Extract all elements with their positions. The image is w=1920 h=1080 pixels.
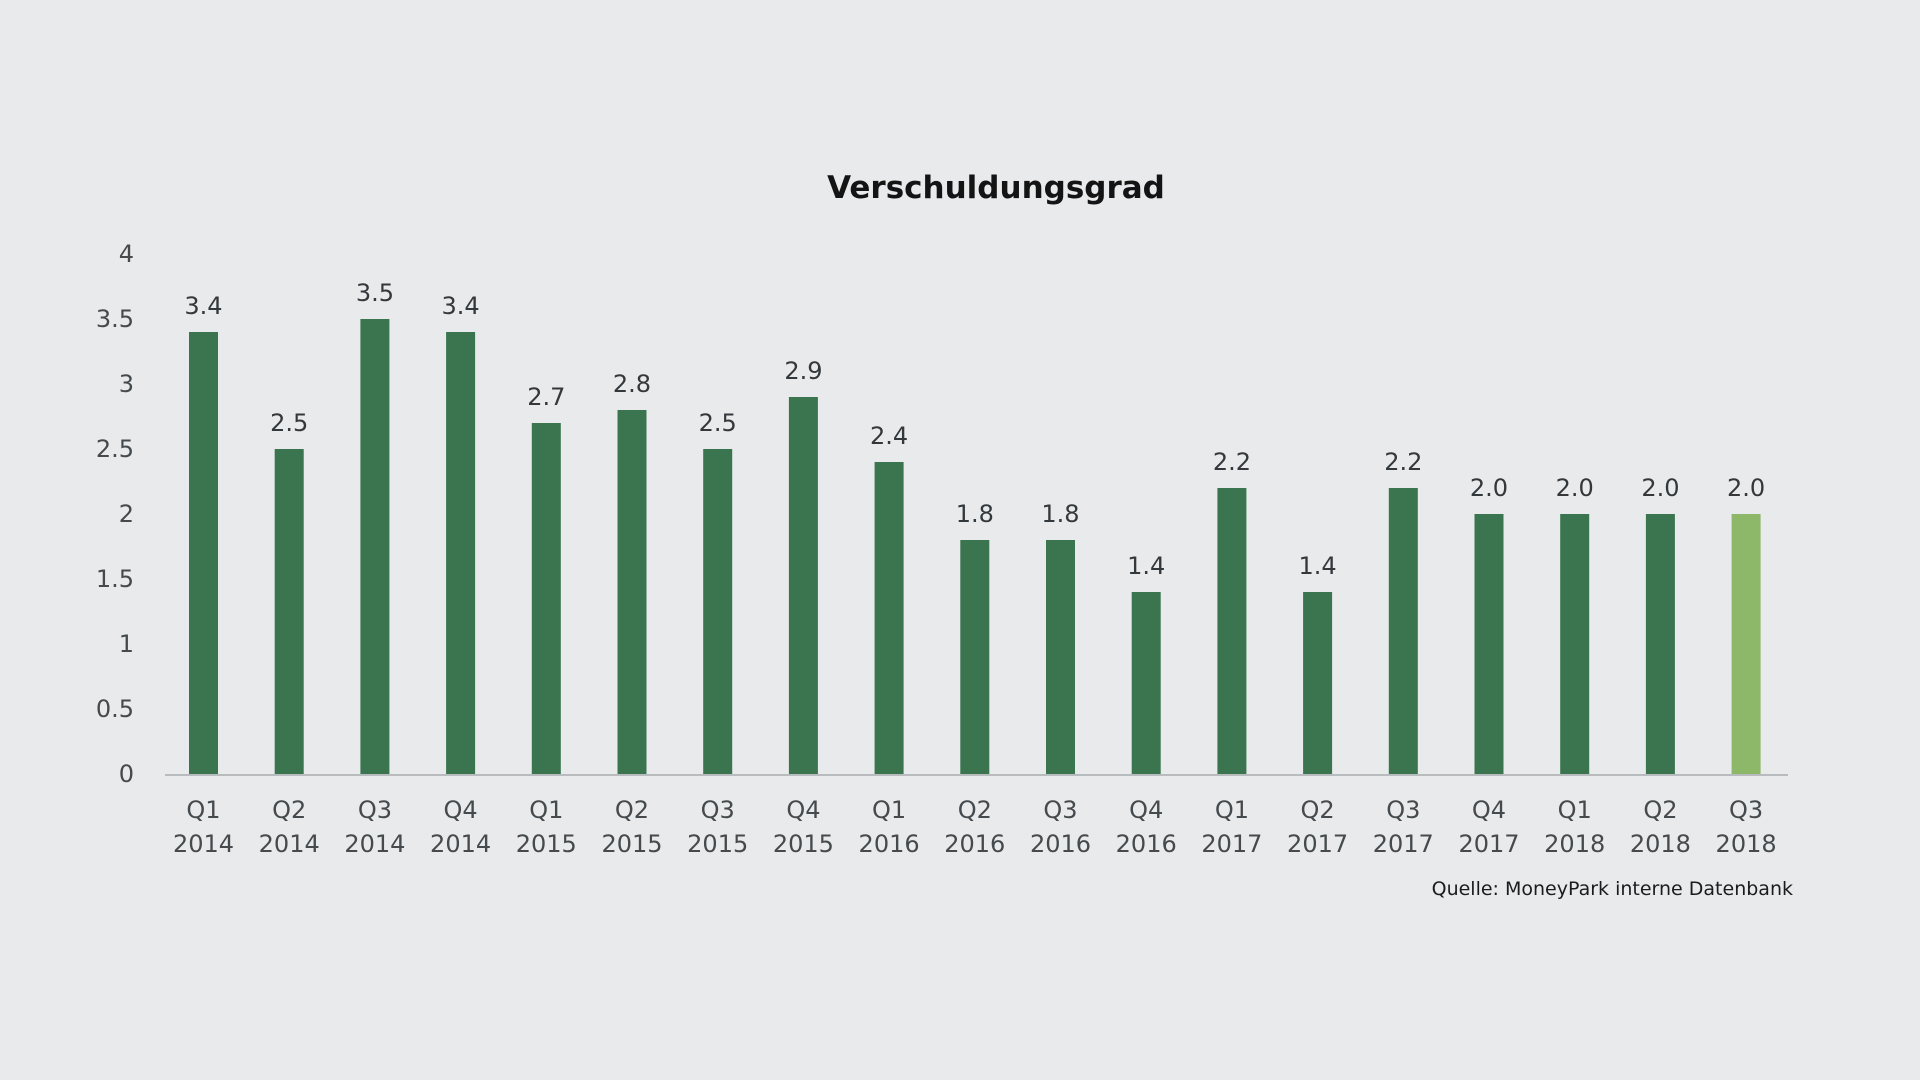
y-tick-label: 0.5 [96,695,134,723]
y-tick-label: 1 [119,630,134,658]
bar [960,540,990,774]
bar [788,397,818,774]
y-tick-label: 3.5 [96,305,134,333]
x-tick-year: 2017 [1373,830,1434,858]
bar [1131,592,1161,774]
x-tick-year: 2017 [1201,830,1262,858]
data-label: 2.5 [270,409,308,437]
bar [703,449,733,774]
data-label: 2.0 [1727,474,1765,502]
x-tick-year: 2017 [1458,830,1519,858]
x-tick-quarter: Q4 [1472,796,1506,824]
bar [189,332,218,774]
bars [189,319,1761,774]
data-label: 3.5 [356,279,394,307]
x-tick-year: 2016 [944,830,1005,858]
source-note: Quelle: MoneyPark interne Datenbank [1432,878,1793,900]
x-tick-quarter: Q1 [529,796,563,824]
bar [274,449,304,774]
y-tick-label: 1.5 [96,565,134,593]
bar [874,462,904,774]
data-label: 2.5 [699,409,737,437]
x-tick-year: 2015 [516,830,577,858]
x-tick-year: 2016 [1116,830,1177,858]
bar [1303,592,1333,774]
x-tick-quarter: Q4 [786,796,820,824]
bar [1474,514,1504,774]
x-tick-quarter: Q3 [1043,796,1077,824]
data-label: 2.0 [1470,474,1508,502]
x-tick-quarter: Q1 [186,796,220,824]
data-label: 2.9 [784,357,822,385]
bar [360,319,390,774]
y-tick-label: 2.5 [96,435,134,463]
data-label: 2.7 [527,383,565,411]
chart-title: Verschuldungsgrad [827,170,1165,206]
x-tick-year: 2018 [1544,830,1605,858]
bar [446,332,476,774]
bar [617,410,647,774]
x-tick-quarter: Q2 [1643,796,1677,824]
x-tick-year: 2015 [773,830,834,858]
x-tick-year: 2014 [344,830,405,858]
bar [1217,488,1247,774]
x-tick-quarter: Q1 [1558,796,1592,824]
bar [1645,514,1675,774]
data-label: 2.4 [870,422,908,450]
x-tick-year: 2017 [1287,830,1348,858]
x-tick-year: 2018 [1630,830,1691,858]
data-label: 1.4 [1127,552,1165,580]
y-tick-label: 3 [119,370,134,398]
x-tick-year: 2014 [430,830,491,858]
data-label: 2.0 [1556,474,1594,502]
data-label: 2.8 [613,370,651,398]
x-tick-year: 2015 [687,830,748,858]
x-tick-year: 2014 [259,830,320,858]
data-label: 1.4 [1299,552,1337,580]
x-tick-quarter: Q3 [1386,796,1420,824]
bar [1046,540,1075,774]
bar [1731,514,1761,774]
x-tick-quarter: Q3 [1729,796,1763,824]
x-tick-quarter: Q4 [444,796,478,824]
x-tick-quarter: Q3 [701,796,735,824]
data-label: 2.2 [1213,448,1251,476]
bar [1560,514,1590,774]
x-tick-year: 2014 [173,830,234,858]
x-tick-quarter: Q1 [872,796,906,824]
data-label: 2.0 [1641,474,1679,502]
x-tick-quarter: Q2 [1301,796,1335,824]
x-tick-year: 2016 [1030,830,1091,858]
y-tick-label: 2 [119,500,134,528]
x-tick-quarter: Q2 [272,796,306,824]
data-labels: 3.4 2.5 3.5 3.4 2.7 2.8 2.5 2.9 2.4 1.8 1.8 1.4 2.2 1… [184,279,1765,580]
x-tick-year: 2018 [1716,830,1777,858]
data-label: 1.8 [956,500,994,528]
bar [1388,488,1418,774]
x-axis: Q1 2014 Q2 2014 Q3 2014 Q4 2014 Q1 2015 Q2 2015 Q3 20… [173,796,1777,858]
x-tick-quarter: Q2 [615,796,649,824]
x-tick-year: 2015 [601,830,662,858]
data-label: 2.2 [1384,448,1422,476]
x-tick-quarter: Q3 [358,796,392,824]
x-tick-quarter: Q2 [958,796,992,824]
y-tick-label: 0 [119,760,134,788]
data-label: 3.4 [442,292,480,320]
data-label: 1.8 [1041,500,1079,528]
x-tick-year: 2016 [859,830,920,858]
y-axis: 0 0.5 1 1.5 2 2.5 3 3.5 4 [96,240,134,788]
x-tick-quarter: Q4 [1129,796,1163,824]
y-tick-label: 4 [119,240,134,268]
data-label: 3.4 [184,292,222,320]
x-tick-quarter: Q1 [1215,796,1249,824]
bar [531,423,561,774]
